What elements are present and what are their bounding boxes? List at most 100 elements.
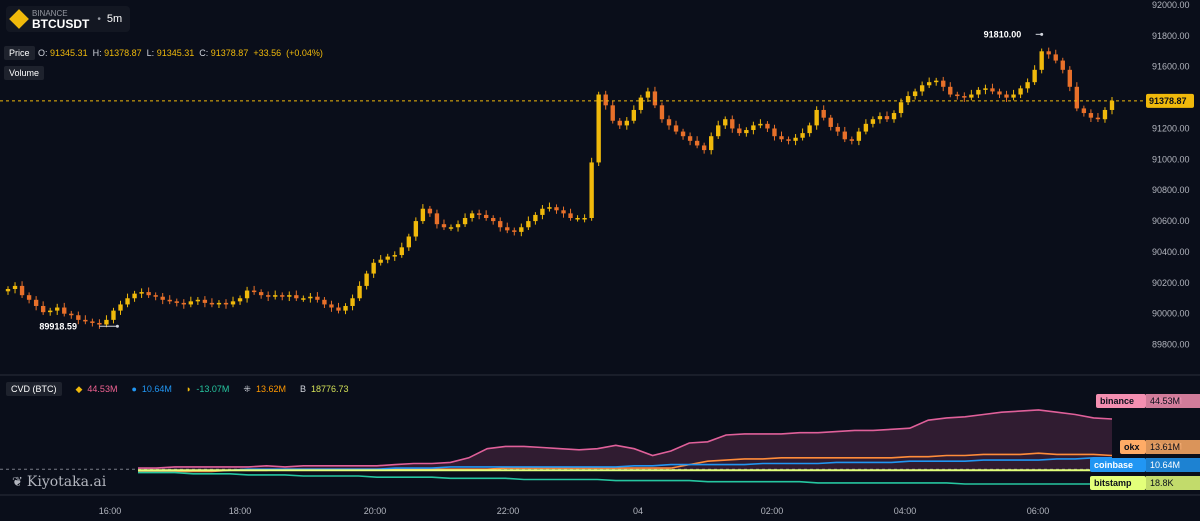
candle-body <box>216 302 222 305</box>
cvd-pane-label[interactable]: CVD (BTC) <box>6 382 62 396</box>
candle-body <box>582 218 587 220</box>
candle-body <box>687 136 693 141</box>
candle-body <box>336 307 341 311</box>
candle-body <box>898 102 904 114</box>
b-icon: B <box>299 384 306 394</box>
candle-body <box>716 125 721 137</box>
bitstamp-icon: ◗ <box>185 384 192 394</box>
candle-body <box>1039 51 1044 70</box>
candle-body <box>877 116 883 120</box>
candle-body <box>547 207 552 209</box>
kiyotaka-logo-icon: ❦ <box>12 474 23 490</box>
candle-body <box>905 96 911 103</box>
candle-body <box>132 293 137 299</box>
candle-body <box>638 97 644 110</box>
candle-body <box>990 88 995 92</box>
candle-body <box>1074 86 1080 109</box>
candle-body <box>491 218 496 222</box>
candle-body <box>568 213 573 218</box>
cvd-legend-b: B 18776.73 <box>299 384 349 394</box>
candle-body <box>209 302 215 305</box>
candle-body <box>26 295 32 300</box>
candle-body <box>244 290 250 299</box>
low-marker-dot <box>115 324 119 328</box>
candle-body <box>659 105 665 120</box>
candle-body <box>709 136 714 151</box>
candle-body <box>589 162 594 218</box>
candle-body <box>118 304 123 311</box>
candle-body <box>519 227 524 232</box>
candle-body <box>849 139 855 141</box>
candle-body <box>926 82 932 86</box>
cvd-area-binance <box>138 409 1112 470</box>
candlestick-series <box>5 47 1115 329</box>
candle-body <box>83 319 88 322</box>
candle-body <box>1081 108 1087 114</box>
candle-body <box>561 210 566 214</box>
candle-body <box>413 221 419 237</box>
candle-body <box>146 292 151 296</box>
candle-body <box>554 207 559 211</box>
candle-body <box>434 213 440 225</box>
cvd-legend-binance: ◆ 44.53M <box>75 383 118 395</box>
candle-body <box>723 119 728 126</box>
candle-body <box>33 299 39 306</box>
cvd-value-tag <box>1146 440 1200 454</box>
price-axis-tick-label: 90000.00 <box>1152 309 1190 319</box>
symbol-selector[interactable]: BINANCE BTCUSDT • 5m <box>6 6 131 32</box>
cvd-series-tag <box>1096 394 1146 408</box>
price-axis-tick-label: 89800.00 <box>1152 340 1190 350</box>
candle-body <box>891 113 897 120</box>
price-axis-tick-label: 91600.00 <box>1152 62 1190 72</box>
candle-body <box>160 296 165 300</box>
candle-body <box>40 305 46 313</box>
candle-body <box>652 91 658 106</box>
candle-body <box>828 117 833 127</box>
candle-body <box>420 208 426 222</box>
candle-body <box>505 227 510 231</box>
candle-body <box>997 91 1002 95</box>
candle-body <box>976 89 981 95</box>
candle-body <box>258 292 264 296</box>
high-marker-dot <box>1040 32 1044 36</box>
candle-body <box>76 315 81 320</box>
candle-body <box>469 213 475 218</box>
candle-body <box>315 296 320 300</box>
candle-body <box>12 285 18 289</box>
candle-body <box>603 94 608 106</box>
price-pane-label[interactable]: Price <box>4 46 35 60</box>
candle-body <box>934 80 939 83</box>
cvd-series-name: okx <box>1124 442 1140 452</box>
price-axis-tick-label: 91200.00 <box>1152 123 1190 133</box>
candle-body <box>842 131 847 140</box>
candle-body <box>385 256 390 260</box>
okx-icon: ⁜ <box>243 383 251 394</box>
candle-body <box>758 123 763 126</box>
candle-body <box>680 131 686 137</box>
cvd-series-value: 13.61M <box>1150 442 1180 452</box>
volume-pane-label[interactable]: Volume <box>4 66 45 80</box>
candle-body <box>181 302 186 305</box>
candle-body <box>448 227 454 229</box>
candle-body <box>55 307 60 311</box>
cvd-series-name: bitstamp <box>1094 478 1132 488</box>
time-axis-tick-label: 04:00 <box>894 506 917 516</box>
candle-body <box>483 214 489 218</box>
candle-body <box>870 119 876 124</box>
cvd-value-tag <box>1146 476 1200 490</box>
candle-body <box>624 120 629 126</box>
candle-body <box>273 295 278 297</box>
candle-body <box>343 305 348 311</box>
candle-body <box>125 298 130 305</box>
candle-body <box>62 307 67 314</box>
timeframe-label[interactable]: 5m <box>106 13 123 25</box>
candle-body <box>1032 69 1037 83</box>
cvd-series-name: binance <box>1100 396 1134 406</box>
current-price-label: 91378.87 <box>1149 96 1187 106</box>
candle-body <box>104 319 109 325</box>
candle-body <box>1067 69 1072 87</box>
candle-body <box>596 94 601 163</box>
price-axis-tick-label: 91000.00 <box>1152 154 1190 164</box>
candle-body <box>378 259 383 263</box>
